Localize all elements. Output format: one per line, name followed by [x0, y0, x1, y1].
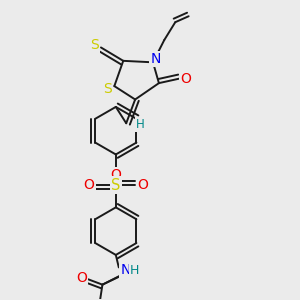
Text: O: O — [76, 271, 87, 285]
Text: O: O — [180, 72, 191, 86]
Text: O: O — [137, 178, 148, 192]
Text: N: N — [150, 52, 161, 66]
Text: H: H — [136, 118, 145, 131]
Text: O: O — [110, 168, 121, 182]
Text: S: S — [111, 178, 121, 193]
Text: O: O — [84, 178, 94, 192]
Text: H: H — [130, 264, 139, 277]
Text: N: N — [120, 263, 130, 278]
Text: S: S — [103, 82, 112, 96]
Text: S: S — [90, 38, 99, 52]
